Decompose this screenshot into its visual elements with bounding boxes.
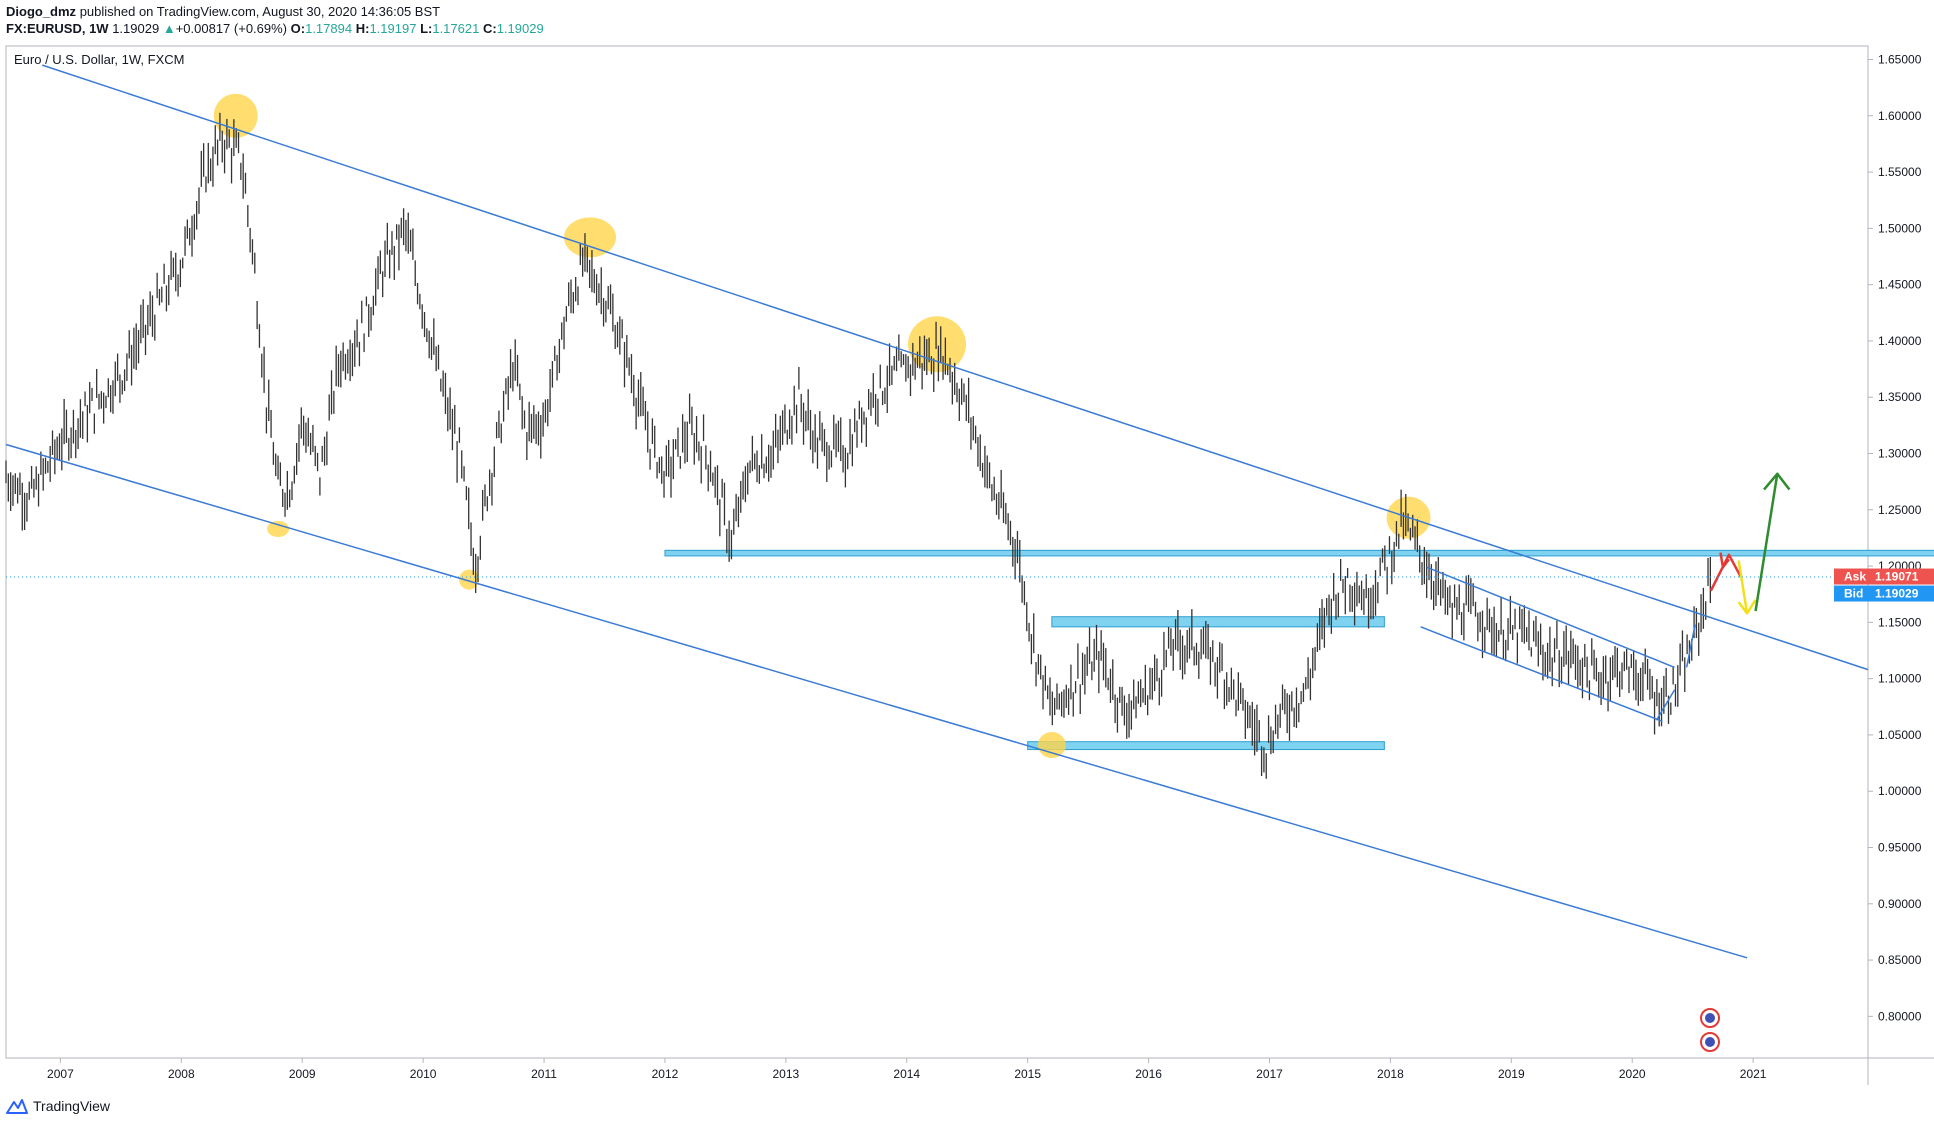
interval: 1W — [89, 21, 109, 36]
price-tick-label: 1.30000 — [1878, 447, 1922, 461]
price-tick-label: 1.40000 — [1878, 334, 1922, 348]
trend-line — [1420, 626, 1663, 723]
change-arrow-icon: ▲ — [162, 21, 176, 36]
open-label: O: — [290, 21, 306, 36]
bid-label: Bid 1.19029 — [1834, 585, 1934, 602]
tradingview-brand[interactable]: TradingView — [33, 1098, 111, 1114]
projection-arrows — [1709, 472, 1791, 615]
event-markers[interactable] — [1700, 1008, 1720, 1052]
trend-line — [42, 64, 1869, 671]
time-tick-label: 2019 — [1498, 1067, 1525, 1081]
last-price: 1.19029 — [112, 21, 160, 36]
trend-lines — [5, 64, 1869, 959]
time-tick-label: 2016 — [1135, 1067, 1162, 1081]
price-zone — [1051, 616, 1385, 628]
low-label: L: — [420, 21, 433, 36]
highlight-marker — [459, 569, 480, 590]
highlight-marker — [1037, 732, 1066, 759]
bid-title: Bid — [1844, 587, 1863, 601]
price-tick-label: 1.05000 — [1878, 728, 1922, 742]
time-tick-label: 2009 — [289, 1067, 316, 1081]
ask-badge — [1834, 568, 1934, 585]
price-tick-label: 1.60000 — [1878, 109, 1922, 123]
bid-badge — [1834, 585, 1934, 602]
time-tick-label: 2012 — [652, 1067, 679, 1081]
projection-rally-arrow — [1754, 473, 1779, 612]
price-bars — [5, 112, 1712, 779]
price-tick-label: 0.90000 — [1878, 897, 1922, 911]
trend-line — [1655, 689, 1676, 721]
price-tick-label: 1.55000 — [1878, 165, 1922, 179]
price-tick-label: 1.15000 — [1878, 615, 1922, 629]
price-tick-label: 0.95000 — [1878, 840, 1922, 854]
touch-point-highlights — [213, 93, 1431, 759]
ask-value: 1.19071 — [1875, 570, 1919, 584]
trend-line — [5, 443, 1748, 959]
time-tick-label: 2010 — [410, 1067, 437, 1081]
high-value: 1.19197 — [369, 21, 417, 36]
price-change: +0.00817 (+0.69%) — [175, 21, 288, 36]
ask-label: Ask 1.19071 — [1834, 568, 1934, 585]
open-value: 1.17894 — [305, 21, 353, 36]
author-name[interactable]: Diogo_dmz — [6, 4, 77, 19]
highlight-marker — [267, 520, 290, 537]
projection-pullback-arrow — [1737, 560, 1749, 614]
time-tick-label: 2007 — [47, 1067, 74, 1081]
chart-footer: TradingView — [0, 1092, 1934, 1122]
projection-arrowhead — [1763, 472, 1791, 491]
publish-info: Diogo_dmz published on TradingView.com, … — [6, 4, 440, 19]
event-marker-dot — [1705, 1013, 1715, 1023]
time-tick-label: 2017 — [1256, 1067, 1283, 1081]
price-axis: 1.65000 1.60000 1.55000 1.50000 1.45000 1.400… — [1868, 53, 1922, 1023]
price-tick-label: 1.65000 — [1878, 53, 1922, 67]
symbol-info: FX:EURUSD, 1W 1.19029 ▲+0.00817 (+0.69%)… — [6, 21, 544, 36]
chart-header: Diogo_dmz published on TradingView.com, … — [0, 0, 1934, 38]
trend-line — [1426, 566, 1675, 669]
bid-value: 1.19029 — [1875, 587, 1919, 601]
price-tick-label: 1.35000 — [1878, 390, 1922, 404]
highlight-marker — [563, 217, 616, 258]
time-tick-label: 2018 — [1377, 1067, 1404, 1081]
time-tick-label: 2013 — [773, 1067, 800, 1081]
ask-title: Ask — [1844, 570, 1866, 584]
trend-line — [1685, 624, 1696, 668]
event-marker-dot — [1705, 1037, 1715, 1047]
time-axis: 2007 2008 2009 2010 2011 2012 2013 2014 2015 2016… — [47, 1058, 1767, 1081]
time-tick-label: 2021 — [1740, 1067, 1767, 1081]
price-tick-label: 1.45000 — [1878, 278, 1922, 292]
time-tick-label: 2020 — [1619, 1067, 1646, 1081]
price-zone — [664, 549, 1934, 557]
price-tick-label: 1.10000 — [1878, 672, 1922, 686]
tradingview-logo-icon[interactable] — [6, 1098, 28, 1114]
close-label: C: — [482, 21, 497, 36]
price-tick-label: 1.25000 — [1878, 503, 1922, 517]
highlight-marker — [908, 316, 966, 373]
time-tick-label: 2011 — [531, 1067, 557, 1081]
highlight-marker — [213, 93, 258, 138]
time-tick-label: 2014 — [893, 1067, 920, 1081]
price-chart[interactable]: Euro / U.S. Dollar, 1W, FXCM 1.65000 1.60… — [0, 38, 1934, 1092]
price-tick-label: 1.00000 — [1878, 784, 1922, 798]
high-label: H: — [355, 21, 370, 36]
symbol[interactable]: FX:EURUSD, — [6, 21, 86, 36]
price-zone — [1027, 741, 1385, 751]
time-tick-label: 2015 — [1014, 1067, 1041, 1081]
price-tick-label: 0.80000 — [1878, 1009, 1922, 1023]
published-text: published on TradingView.com, August 30,… — [79, 4, 441, 19]
price-tick-label: 1.50000 — [1878, 221, 1922, 235]
chart-title: Euro / U.S. Dollar, 1W, FXCM — [14, 52, 185, 67]
projection-arrowhead — [1737, 599, 1757, 615]
projection-arrowhead — [1719, 552, 1730, 569]
price-tick-label: 0.85000 — [1878, 953, 1922, 967]
projection-up-arrow — [1709, 553, 1743, 592]
low-value: 1.17621 — [432, 21, 480, 36]
time-tick-label: 2008 — [168, 1067, 195, 1081]
close-value: 1.19029 — [496, 21, 544, 36]
